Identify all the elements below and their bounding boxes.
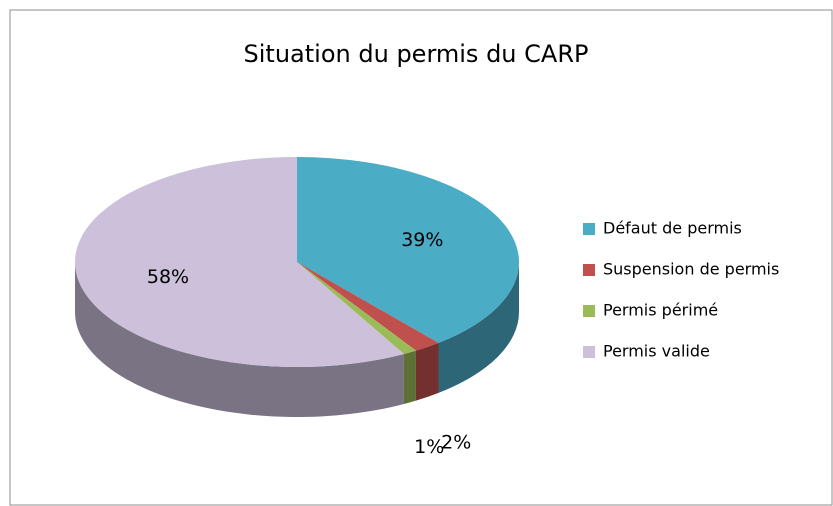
slice-side [415,342,439,401]
legend-label: Suspension de permis [603,260,779,279]
data-label: 1% [414,436,444,458]
data-label: 39% [401,229,443,251]
slice-side [75,262,404,417]
legend-swatch [583,305,595,317]
slice [297,157,519,343]
slice-side [403,350,416,405]
slice [297,262,439,351]
chart-title: Situation du permis du CARP [244,40,589,68]
slice-side [438,262,519,393]
legend-swatch [583,223,595,235]
legend-swatch [583,346,595,358]
slice [297,262,416,355]
legend-swatch [583,264,595,276]
slice [75,157,404,367]
legend-label: Permis périmé [603,301,718,320]
data-label: 58% [147,266,189,288]
data-label: 2% [441,431,471,453]
legend-label: Permis valide [603,342,710,361]
legend-label: Défaut de permis [603,219,742,238]
